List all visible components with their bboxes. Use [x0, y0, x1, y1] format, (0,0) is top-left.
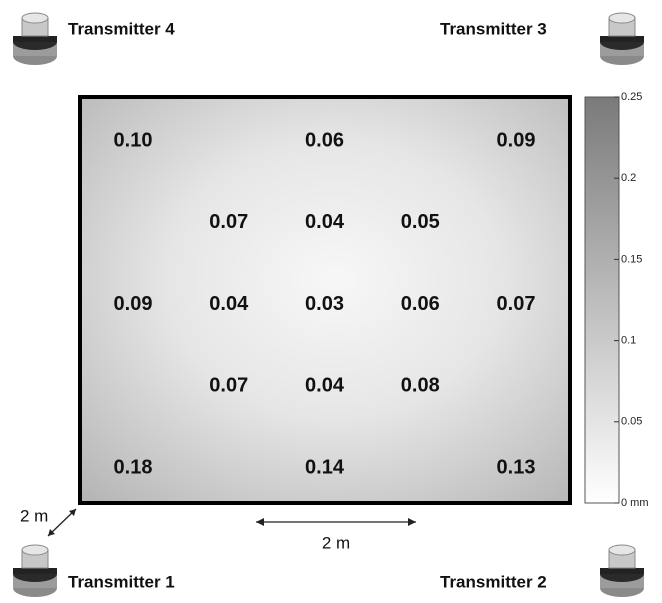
- error-value: 0.07: [209, 211, 248, 233]
- transmitter-label: Transmitter 3: [440, 19, 547, 38]
- error-value: 0.09: [497, 129, 536, 151]
- error-value: 0.05: [401, 211, 440, 233]
- colorbar-tick-label: 0.25: [621, 91, 642, 103]
- error-value: 0.13: [497, 456, 536, 478]
- transmitter-icon: [13, 545, 57, 597]
- error-value: 0.07: [209, 375, 248, 397]
- transmitter-icon: [13, 13, 57, 65]
- colorbar-tick-label: 0.05: [621, 416, 642, 428]
- transmitter-icon: [600, 545, 644, 597]
- error-value: 0.14: [305, 456, 345, 478]
- figure: Transmitter 4 Transmitter 3 Transmitter …: [0, 0, 662, 603]
- scale-label: 2 m: [322, 533, 350, 552]
- colorbar: [585, 97, 619, 503]
- transmitter-label: Transmitter 2: [440, 572, 547, 591]
- error-value: 0.04: [305, 375, 345, 397]
- page: Transmitter 4 Transmitter 3 Transmitter …: [0, 0, 662, 603]
- error-value: 0.04: [305, 211, 345, 233]
- error-value: 0.06: [401, 293, 440, 315]
- transmitter-label: Transmitter 1: [68, 572, 175, 591]
- transmitter-label: Transmitter 4: [68, 19, 175, 38]
- colorbar-tick-label: 0 mm: [621, 497, 649, 509]
- transmitter-icon: [600, 13, 644, 65]
- colorbar-tick-label: 0.15: [621, 253, 642, 265]
- error-value: 0.08: [401, 375, 440, 397]
- colorbar-tick-label: 0.2: [621, 172, 636, 184]
- error-value: 0.10: [114, 129, 153, 151]
- error-value: 0.18: [114, 456, 153, 478]
- error-value: 0.09: [114, 293, 153, 315]
- error-value: 0.03: [305, 293, 344, 315]
- error-value: 0.04: [209, 293, 249, 315]
- error-value: 0.07: [497, 293, 536, 315]
- error-value: 0.06: [305, 129, 344, 151]
- colorbar-tick-label: 0.1: [621, 335, 636, 347]
- scale-label: 2 m: [20, 506, 48, 525]
